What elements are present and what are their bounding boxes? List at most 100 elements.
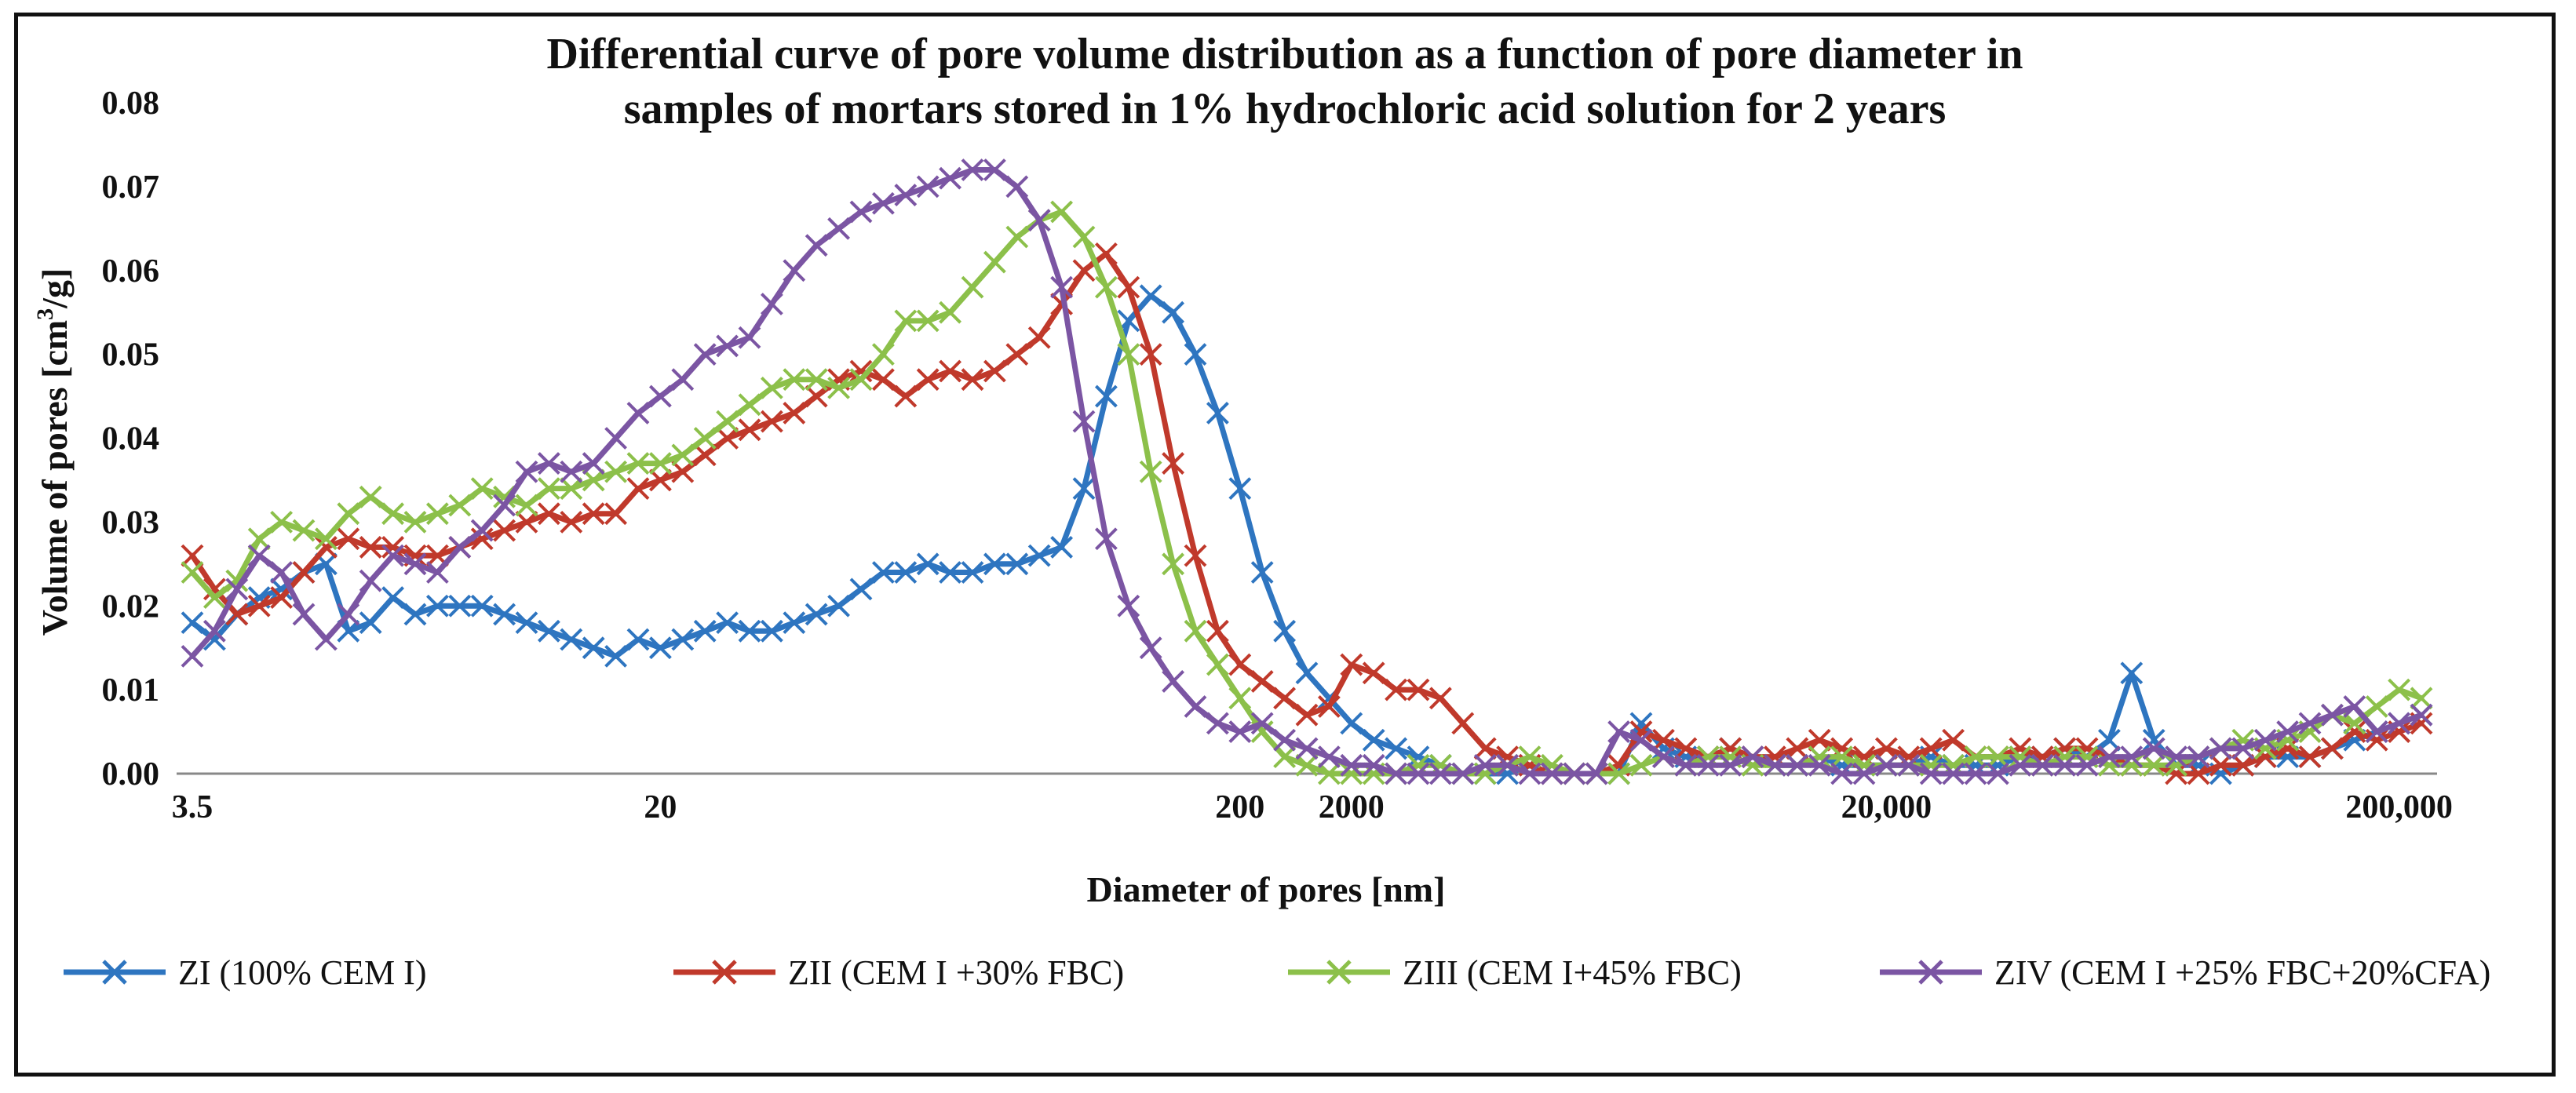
- data-point-marker: [1273, 687, 1297, 710]
- data-point-marker: [1228, 477, 1252, 501]
- data-point-marker: [1385, 762, 1408, 785]
- data-point-marker: [626, 477, 650, 501]
- data-point-marker: [760, 293, 783, 315]
- data-point-marker: [916, 368, 940, 392]
- data-point-marker: [961, 158, 984, 181]
- data-point-marker: [582, 452, 605, 475]
- data-point-marker: [1117, 275, 1140, 299]
- data-point-marker: [1340, 712, 1363, 735]
- data-point-marker: [604, 644, 628, 668]
- data-point-marker: [2343, 720, 2366, 743]
- data-point-marker: [1629, 753, 1653, 777]
- data-point-marker: [1162, 552, 1185, 576]
- data-point-marker: [1050, 275, 1074, 299]
- data-point-marker: [2320, 737, 2344, 760]
- data-point-marker: [827, 376, 851, 399]
- data-point-marker: [1942, 728, 1965, 752]
- data-point-marker: [247, 594, 271, 618]
- x-tick-label: 3.5: [172, 789, 213, 825]
- y-axis-label-suffix: /g]: [35, 268, 75, 309]
- data-point-marker: [292, 519, 316, 542]
- data-point-marker: [1986, 745, 2009, 769]
- data-point-marker: [1072, 410, 1096, 433]
- chart-title-line-1: Differential curve of pore volume distri…: [546, 30, 2023, 78]
- data-point-marker: [2031, 753, 2054, 777]
- data-point-marker: [1451, 712, 1475, 735]
- data-point-marker: [894, 184, 918, 206]
- y-tick-label: 0.00: [102, 756, 160, 792]
- data-point-marker: [939, 166, 962, 190]
- data-point-marker: [604, 460, 628, 483]
- data-point-marker: [2097, 728, 2121, 752]
- data-point-marker: [515, 460, 538, 483]
- data-point-marker: [1629, 712, 1653, 735]
- data-point-marker: [2209, 753, 2232, 777]
- y-axis-label: Volume of pores [cm3/g]: [32, 268, 75, 636]
- data-point-marker: [1273, 745, 1297, 769]
- series-line: [189, 209, 2425, 777]
- chart-svg: Differential curve of pore volume distri…: [32, 30, 2490, 992]
- data-point-marker: [292, 603, 316, 626]
- data-point-marker: [1428, 687, 1452, 710]
- data-point-marker: [1206, 712, 1229, 735]
- data-point-marker: [1005, 225, 1029, 249]
- data-point-marker: [783, 368, 806, 392]
- x-axis-label: Diameter of pores [nm]: [1087, 869, 1446, 909]
- data-point-marker: [1518, 745, 1542, 769]
- data-point-marker: [537, 452, 560, 475]
- data-point-marker: [2142, 728, 2166, 752]
- data-point-marker: [1942, 762, 1965, 785]
- data-point-marker: [1184, 343, 1207, 366]
- data-point-marker: [1027, 544, 1051, 567]
- data-point-marker: [1808, 753, 1831, 777]
- data-point-marker: [1250, 670, 1274, 693]
- data-point-marker: [582, 636, 605, 660]
- data-point-marker: [425, 594, 449, 618]
- data-point-marker: [1518, 762, 1542, 785]
- series-3: [181, 200, 2433, 785]
- data-point-marker: [827, 217, 851, 240]
- data-point-marker: [1094, 527, 1118, 551]
- data-point-marker: [939, 561, 962, 584]
- data-point-marker: [760, 619, 783, 643]
- data-point-marker: [1473, 737, 1497, 760]
- data-point-marker: [1094, 275, 1118, 299]
- data-point-marker: [738, 326, 761, 349]
- data-point-marker: [961, 561, 984, 584]
- data-point-marker: [1874, 737, 1898, 760]
- data-point-marker: [1407, 678, 1430, 701]
- data-point-marker: [871, 343, 895, 366]
- data-point-marker: [1072, 259, 1096, 282]
- data-point-marker: [537, 619, 560, 643]
- data-point-marker: [1362, 728, 1385, 752]
- data-point-marker: [2320, 703, 2344, 727]
- data-point-marker: [983, 552, 1006, 576]
- data-point-marker: [805, 603, 828, 626]
- data-point-marker: [2343, 695, 2366, 718]
- data-point-marker: [425, 502, 449, 526]
- data-point-marker: [2053, 753, 2077, 777]
- data-point-marker: [560, 460, 583, 483]
- data-point-marker: [203, 577, 226, 601]
- data-point-marker: [225, 577, 249, 601]
- data-point-marker: [1629, 728, 1653, 752]
- data-point-marker: [1139, 343, 1162, 366]
- chart-title-line-2: samples of mortars stored in 1% hydrochl…: [624, 85, 1947, 133]
- data-point-marker: [1340, 653, 1363, 676]
- data-point-marker: [760, 410, 783, 433]
- data-point-marker: [671, 460, 695, 483]
- legend-swatch-marker: [712, 960, 737, 985]
- data-point-marker: [827, 594, 851, 618]
- legend-label: ZII (CEM I +30% FBC): [788, 953, 1124, 992]
- series-line: [189, 293, 2425, 777]
- data-point-marker: [270, 561, 294, 584]
- data-point-marker: [1228, 653, 1252, 676]
- chart-frame: Differential curve of pore volume distri…: [14, 13, 2556, 1077]
- data-point-marker: [381, 536, 405, 559]
- data-point-marker: [247, 544, 271, 567]
- data-point-marker: [337, 603, 360, 626]
- data-point-marker: [1139, 460, 1162, 483]
- data-point-marker: [1696, 753, 1720, 777]
- data-point-marker: [648, 452, 672, 475]
- data-point-marker: [1540, 762, 1563, 785]
